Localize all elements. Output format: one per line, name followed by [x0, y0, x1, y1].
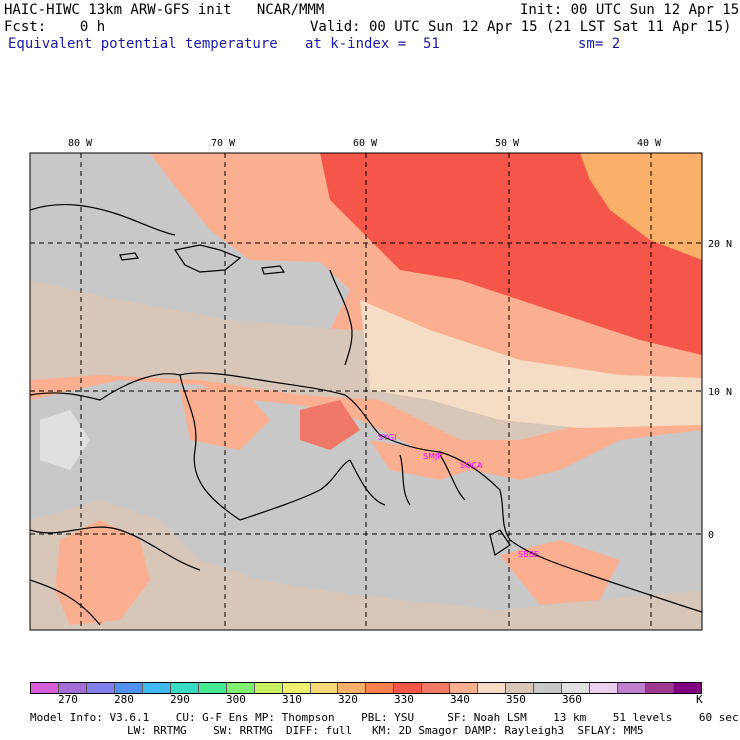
coast-puerto-rico [261, 265, 286, 275]
coast-amazon-mouth [489, 529, 511, 556]
station-soca: SOCA [460, 461, 483, 470]
valid-time: Valid: 00 UTC Sun 12 Apr 15 (21 LST Sat … [310, 19, 732, 35]
colorbar-swatch [198, 683, 227, 693]
border-venezuela-brazil [239, 459, 351, 521]
level-index: at k-index = 51 [305, 36, 440, 52]
station-sbbe: SBBE [518, 550, 539, 559]
lon-label-40w: 40 W [637, 138, 662, 149]
station-smjp: SMJP [423, 452, 442, 461]
map-frame [29, 152, 703, 631]
shade-patch-coast [370, 440, 470, 480]
colorbar-label-280: 280 [114, 693, 134, 706]
colorbar-swatch [506, 683, 535, 693]
colorbar-swatch [618, 683, 646, 693]
colorbar-label-unit: K [696, 693, 703, 706]
colorbar-swatch [534, 683, 563, 693]
footer-physics: LW: RRTMG SW: RRTMG DIFF: full KM: 2D Sm… [127, 724, 644, 737]
colorbar-label-300: 300 [226, 693, 246, 706]
colorbar-swatch [170, 683, 199, 693]
shade-orange [580, 153, 702, 260]
coast-south-america-north [30, 372, 702, 613]
shade-patch-guiana [300, 400, 360, 450]
coastlines [30, 203, 702, 626]
colorbar-swatch [338, 683, 367, 693]
colorbar-swatch [114, 683, 143, 693]
colorbar-swatch [562, 683, 591, 693]
colorbar-swatch [422, 683, 451, 693]
colorbar-swatch [450, 683, 479, 693]
lat-label-10n: 10 N [708, 387, 732, 398]
lon-label-80w: 80 W [68, 138, 93, 149]
colorbar-label-310: 310 [282, 693, 302, 706]
shade-tan-south [30, 500, 702, 630]
border-colombia-venezuela [179, 374, 241, 521]
colorbar-swatch [394, 683, 423, 693]
colorbar-label-270: 270 [58, 693, 78, 706]
map-panel: 80 W 70 W 60 W 50 W 40 W 20 N 10 N 0 SYG… [29, 138, 732, 631]
colorbar-swatch [58, 683, 87, 693]
coast-jamaica [119, 252, 139, 261]
colorbar-swatch [226, 683, 255, 693]
colorbar-label-330: 330 [394, 693, 414, 706]
colorbar-label-290: 290 [170, 693, 190, 706]
colorbar-label-350: 350 [506, 693, 526, 706]
colorbar-swatch [142, 683, 171, 693]
colorbar-swatch [366, 683, 395, 693]
colorbar-label-320: 320 [338, 693, 358, 706]
header-title: HAIC-HIWC 13km ARW-GFS init NCAR/MMM [4, 2, 325, 18]
init-time: Init: 00 UTC Sun 12 Apr 15 [520, 2, 740, 18]
border-ecuador [30, 579, 101, 626]
colorbar-swatch [645, 683, 674, 693]
footer-model-info: Model Info: V3.6.1 CU: G-F Ens MP: Thomp… [30, 711, 739, 724]
border-colombia-peru [30, 526, 201, 571]
shade-peach [360, 300, 702, 428]
shade-patch-amazon [500, 540, 620, 605]
colorbar [30, 682, 702, 694]
colorbar-swatch [86, 683, 115, 693]
colorbar-swatch [282, 683, 311, 693]
colorbar-label-360: 360 [562, 693, 582, 706]
colorbar-swatch [590, 683, 619, 693]
coast-hispaniola [174, 244, 242, 273]
lat-label-0: 0 [708, 530, 714, 541]
colorbar-swatch [673, 683, 701, 693]
forecast-hour: Fcst: 0 h [4, 19, 106, 35]
field-name: Equivalent potential temperature [8, 36, 278, 52]
shade-patch-andes2 [55, 520, 150, 625]
coast-lesser-antilles [329, 269, 353, 366]
colorbar-swatch [254, 683, 283, 693]
colorbar-swatch [310, 683, 339, 693]
lat-label-20n: 20 N [708, 239, 732, 250]
coast-cuba [30, 203, 176, 236]
station-sygi: SYGI [378, 433, 397, 442]
lon-label-50w: 50 W [495, 138, 520, 149]
colorbar-label-340: 340 [450, 693, 470, 706]
grid [30, 153, 702, 630]
shade-patch-white [40, 410, 90, 470]
border-french-guiana [439, 454, 466, 501]
smoothing: sm= 2 [578, 36, 621, 52]
border-suriname [399, 454, 411, 506]
colorbar-swatch [31, 683, 59, 693]
colorbar-swatch [478, 683, 507, 693]
lon-label-60w: 60 W [353, 138, 378, 149]
lon-label-70w: 70 W [211, 138, 236, 149]
